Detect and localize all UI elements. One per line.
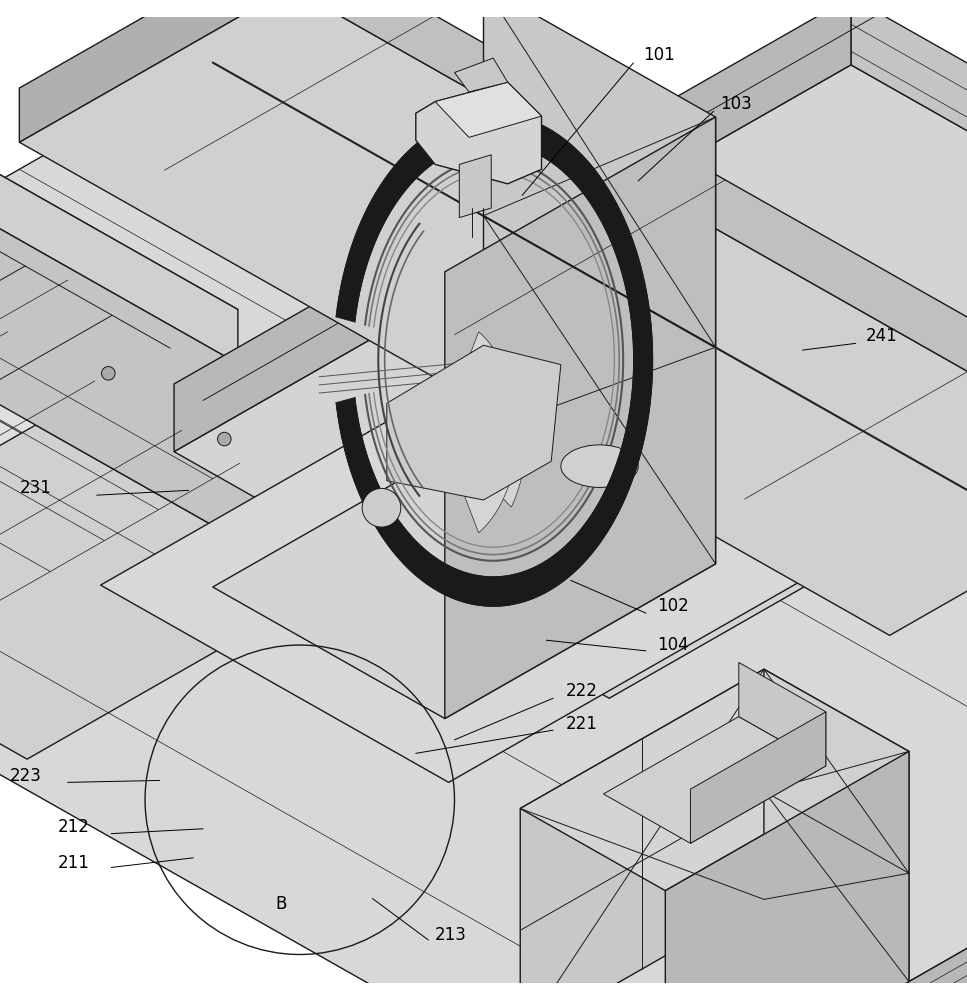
Polygon shape <box>19 0 290 142</box>
Text: 241: 241 <box>865 327 897 345</box>
Polygon shape <box>440 412 517 533</box>
Polygon shape <box>690 712 826 843</box>
Text: B: B <box>276 895 287 913</box>
Text: 223: 223 <box>10 767 42 785</box>
Polygon shape <box>851 0 967 311</box>
Polygon shape <box>739 662 826 766</box>
Polygon shape <box>764 669 909 982</box>
Polygon shape <box>445 117 716 719</box>
Polygon shape <box>337 113 653 606</box>
Polygon shape <box>440 357 527 507</box>
Text: 222: 222 <box>566 682 598 700</box>
Polygon shape <box>435 82 542 137</box>
Polygon shape <box>387 345 561 500</box>
Circle shape <box>218 432 231 446</box>
Polygon shape <box>459 155 491 218</box>
Text: 103: 103 <box>720 95 752 113</box>
Polygon shape <box>174 65 967 698</box>
Polygon shape <box>290 0 967 481</box>
Polygon shape <box>101 368 828 782</box>
Polygon shape <box>638 672 967 1000</box>
Polygon shape <box>0 63 238 480</box>
Polygon shape <box>19 0 967 635</box>
Polygon shape <box>213 432 716 719</box>
Polygon shape <box>290 15 967 713</box>
Polygon shape <box>520 669 764 1000</box>
Text: 231: 231 <box>19 479 51 497</box>
Circle shape <box>102 367 115 380</box>
Text: 221: 221 <box>566 715 598 733</box>
Polygon shape <box>440 332 517 452</box>
Text: 101: 101 <box>643 46 675 64</box>
Polygon shape <box>0 117 325 589</box>
Circle shape <box>363 488 400 527</box>
Polygon shape <box>520 669 909 891</box>
Polygon shape <box>416 82 542 184</box>
Polygon shape <box>0 15 967 1000</box>
Ellipse shape <box>561 445 638 487</box>
Text: 102: 102 <box>658 597 689 615</box>
Text: 213: 213 <box>435 926 467 944</box>
Text: 212: 212 <box>58 818 90 836</box>
Polygon shape <box>454 58 508 92</box>
Polygon shape <box>484 0 716 564</box>
Polygon shape <box>174 0 851 452</box>
Polygon shape <box>665 751 909 1000</box>
Text: 104: 104 <box>658 636 689 654</box>
Polygon shape <box>603 717 826 843</box>
Polygon shape <box>0 63 238 364</box>
Polygon shape <box>0 293 325 759</box>
Text: 211: 211 <box>58 854 90 872</box>
